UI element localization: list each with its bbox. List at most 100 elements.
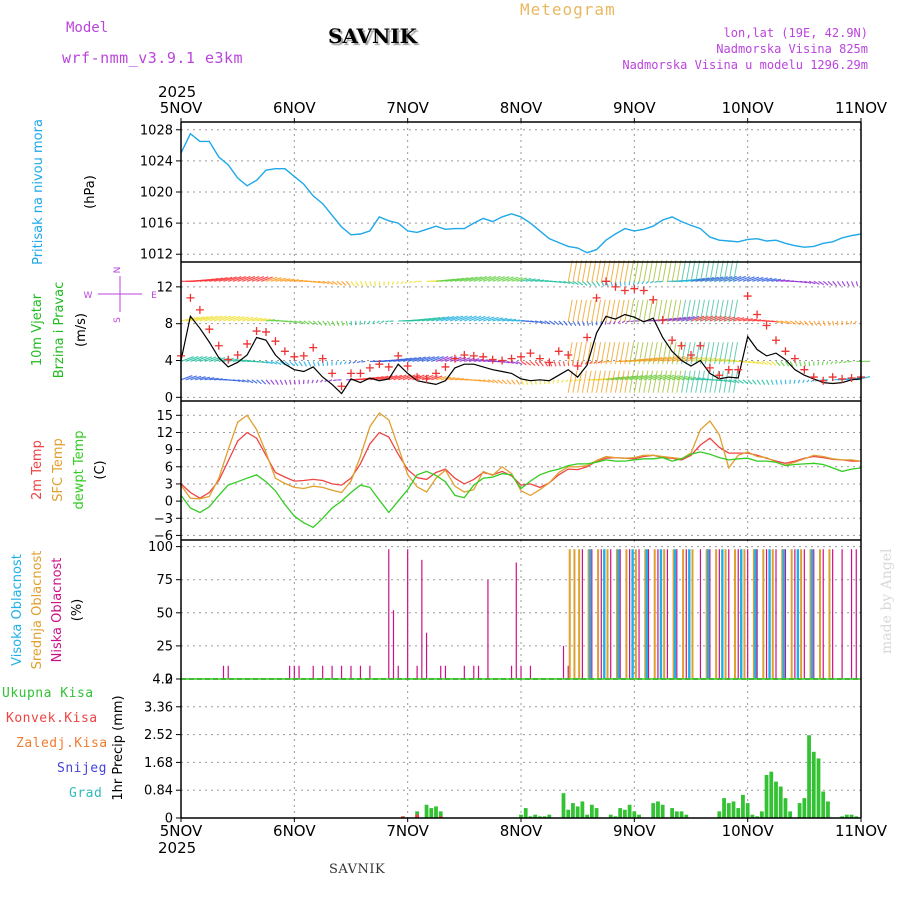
wind-gust-marker xyxy=(375,360,384,369)
wind-barb xyxy=(185,375,197,381)
wind-barb xyxy=(818,280,825,286)
wind-barb xyxy=(421,356,435,362)
wind-barb xyxy=(756,360,764,365)
wind-barb xyxy=(468,315,482,322)
wind-barb xyxy=(700,276,715,282)
wind-barb xyxy=(372,320,376,324)
wind-barb xyxy=(194,376,206,381)
precip-conv-bar xyxy=(415,814,419,818)
wind-barb-storm xyxy=(648,342,653,365)
wind-barb xyxy=(265,276,278,282)
wind-barb xyxy=(847,360,852,363)
wind-barb-storm xyxy=(723,299,729,322)
wind-barb xyxy=(562,361,566,367)
wind-barb xyxy=(771,320,779,323)
wind-barb xyxy=(506,360,514,364)
y-tick-label-temperature: 3 xyxy=(165,477,173,492)
wind-barb xyxy=(785,320,792,325)
wind-gust-marker xyxy=(743,292,752,301)
wind-legend-w: W xyxy=(84,291,93,301)
ylabel-wind-1: Brzina i Pravac xyxy=(52,282,67,379)
wind-gust-marker xyxy=(271,337,280,346)
wind-barb-storm xyxy=(652,342,658,365)
wind-barb xyxy=(393,374,407,381)
wind-gust-marker xyxy=(715,371,724,380)
wind-barb xyxy=(190,375,202,381)
wind-barb xyxy=(558,361,561,367)
wind-gust-marker xyxy=(838,374,847,383)
wind-barb xyxy=(775,379,778,385)
wind-barb-storm xyxy=(666,342,672,365)
wind-barb xyxy=(766,379,770,385)
wind-barb-storm xyxy=(638,370,644,393)
precip-total-bar xyxy=(434,806,438,818)
wind-barb xyxy=(435,375,447,381)
wind-barb-storm xyxy=(605,299,611,322)
wind-barb-storm xyxy=(690,342,696,365)
wind-barb xyxy=(218,276,233,282)
wind-barb xyxy=(770,360,777,366)
wind-barb xyxy=(339,361,343,365)
precip-total-bar xyxy=(840,816,844,818)
wind-barb xyxy=(327,280,334,285)
wind-barb-storm xyxy=(662,370,668,393)
y-tick-label-pressure: 1028 xyxy=(140,123,173,138)
wind-barb xyxy=(312,320,319,326)
wind-barb xyxy=(846,281,850,287)
wind-barb xyxy=(356,360,361,364)
wind-barb xyxy=(501,379,508,385)
wind-barb xyxy=(850,281,855,287)
wind-barb-storm xyxy=(699,299,705,322)
wind-barb xyxy=(657,374,671,381)
wind-gust-marker xyxy=(535,354,544,363)
wind-barb xyxy=(294,320,302,324)
wind-barb xyxy=(190,316,205,322)
wind-barb-storm xyxy=(652,299,658,322)
wind-barb xyxy=(473,276,487,282)
model-name: wrf-nmm_v3.9.1 e3km xyxy=(62,49,244,67)
wind-barb xyxy=(832,280,838,287)
product-title: Meteogram xyxy=(520,0,616,19)
wind-barb-storm xyxy=(723,342,729,365)
wind-barb xyxy=(534,320,543,324)
precip-total-bar xyxy=(811,751,816,818)
y-tick-label-clouds: 50 xyxy=(156,606,173,621)
wind-legend-s: S xyxy=(113,317,123,323)
wind-barb xyxy=(293,379,296,385)
wind-barb xyxy=(580,361,583,366)
wind-barb xyxy=(534,361,540,367)
wind-barb-storm xyxy=(586,342,592,365)
wind-barb xyxy=(294,279,304,282)
wind-barb xyxy=(289,320,297,324)
precip-total-bar xyxy=(571,803,575,818)
y-tick-label-precipitation: 3.36 xyxy=(144,700,173,715)
wind-barb xyxy=(322,320,327,326)
wind-barb xyxy=(634,358,649,363)
y-tick-label-clouds: 0 xyxy=(165,673,173,688)
x-day-label-bottom: 6NOV xyxy=(273,822,316,840)
x-year-bottom: 2025 xyxy=(158,839,196,857)
wind-barb xyxy=(799,280,807,284)
wind-barb xyxy=(714,315,727,322)
wind-barb xyxy=(223,276,237,282)
wind-barb xyxy=(804,280,812,284)
wind-legend-e: E xyxy=(151,291,157,301)
wind-gust-marker xyxy=(488,355,497,364)
x-day-label-top: 11NOV xyxy=(835,99,888,117)
wind-gust-marker xyxy=(384,362,393,371)
wind-barb xyxy=(431,316,445,322)
wind-barb-storm xyxy=(709,260,715,283)
wind-barb-storm xyxy=(657,260,663,283)
wind-barb xyxy=(581,280,588,286)
wind-barb-storm xyxy=(600,342,606,365)
wind-barb xyxy=(780,379,783,385)
wind-barb xyxy=(780,279,790,282)
precip-total-bar xyxy=(821,791,826,818)
wind-gust-marker xyxy=(592,293,601,302)
wind-barb-storm xyxy=(662,299,668,322)
precip-total-bar xyxy=(561,793,566,818)
wind-barb xyxy=(714,358,725,363)
wind-barb xyxy=(793,379,796,384)
ylabel-wind-0: 10m Vjetar xyxy=(30,293,45,366)
wind-gust-marker xyxy=(705,363,714,372)
